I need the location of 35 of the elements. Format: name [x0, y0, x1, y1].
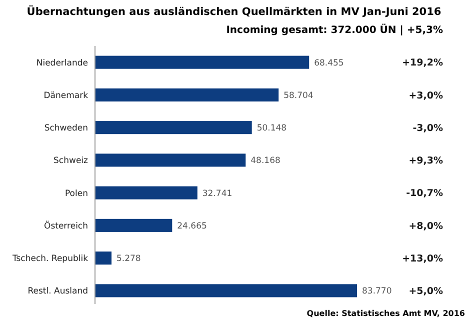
y-tick-label: Polen: [64, 188, 88, 199]
bar: [95, 218, 172, 232]
text: +9,3%: [408, 156, 444, 167]
text: +5,0%: [408, 286, 444, 298]
data-label: 48.168: [250, 156, 280, 166]
y-tick-label: Schweden: [44, 124, 88, 134]
y-tick-label: Tschech. Republik: [11, 254, 88, 264]
y-tick-label: Schweiz: [54, 156, 89, 166]
bar: [95, 252, 112, 265]
bar: [95, 56, 310, 69]
bar: [95, 88, 279, 102]
chart-title: Übernachtungen aus ausländischen Quellmärkten in MV Jan-Juni 2016: [26, 5, 442, 18]
chart-subtitle: Incoming gesamt: 372.000 ÜN | +5,3%: [226, 23, 443, 36]
text: +3,0%: [408, 90, 444, 102]
bar: [95, 186, 198, 200]
data-label: 58.704: [284, 90, 314, 101]
data-label: 50.148: [256, 124, 287, 134]
data-label: 24.665: [177, 221, 207, 232]
y-tick-label: Restl. Ausland: [28, 286, 88, 297]
bar: [95, 121, 252, 134]
bar: [95, 284, 357, 298]
data-label: 68.455: [314, 58, 344, 68]
y-tick-label: Niederlande: [36, 58, 88, 68]
data-label: 83.770: [362, 286, 392, 297]
data-label: 32.741: [202, 188, 232, 199]
data-label: 5.278: [116, 254, 141, 264]
text: -10,7%: [406, 188, 444, 200]
text: +8,0%: [408, 220, 444, 232]
text: +19,2%: [402, 58, 444, 69]
y-tick-label: Dänemark: [44, 90, 88, 101]
y-tick-label: Österreich: [44, 220, 88, 232]
text: +13,0%: [402, 253, 444, 264]
source-note: Quelle: Statistisches Amt MV, 2016: [306, 309, 466, 318]
bar: [95, 154, 246, 167]
text: -3,0%: [412, 122, 444, 134]
